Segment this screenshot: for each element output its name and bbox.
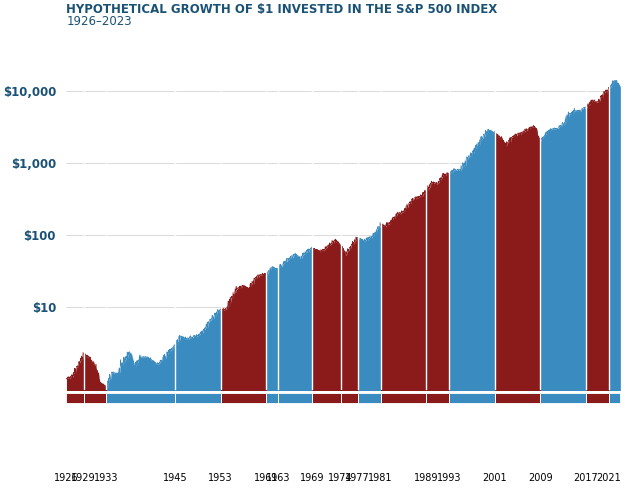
- Text: 1926: 1926: [54, 473, 78, 483]
- Text: 1993: 1993: [437, 473, 461, 483]
- Bar: [66, 393, 84, 403]
- Text: 1929: 1929: [72, 473, 96, 483]
- Bar: [449, 393, 495, 403]
- Text: 1981: 1981: [368, 473, 392, 483]
- Text: 2017: 2017: [573, 473, 598, 483]
- Text: 1945: 1945: [163, 473, 187, 483]
- Bar: [586, 393, 609, 403]
- Text: 2009: 2009: [528, 473, 553, 483]
- Bar: [609, 393, 620, 403]
- Text: 1963: 1963: [265, 473, 290, 483]
- Bar: [278, 393, 312, 403]
- Bar: [84, 393, 106, 403]
- Text: 2001: 2001: [482, 473, 507, 483]
- Text: 1926–2023: 1926–2023: [66, 15, 132, 28]
- Text: 2021: 2021: [596, 473, 622, 483]
- Text: 1961: 1961: [254, 473, 279, 483]
- Bar: [106, 393, 175, 403]
- Bar: [175, 393, 221, 403]
- Text: 1977: 1977: [346, 473, 370, 483]
- Text: 1933: 1933: [94, 473, 118, 483]
- Bar: [266, 393, 278, 403]
- Bar: [358, 393, 380, 403]
- Text: 1989: 1989: [414, 473, 439, 483]
- Bar: [541, 393, 586, 403]
- Bar: [341, 393, 358, 403]
- Bar: [495, 393, 541, 403]
- Text: 1953: 1953: [208, 473, 233, 483]
- Text: 1974: 1974: [329, 473, 353, 483]
- Bar: [221, 393, 266, 403]
- Text: HYPOTHETICAL GROWTH OF $1 INVESTED IN THE S&P 500 INDEX: HYPOTHETICAL GROWTH OF $1 INVESTED IN TH…: [66, 3, 498, 16]
- Bar: [380, 393, 426, 403]
- Text: 1969: 1969: [300, 473, 324, 483]
- Bar: [312, 393, 341, 403]
- Bar: [426, 393, 449, 403]
